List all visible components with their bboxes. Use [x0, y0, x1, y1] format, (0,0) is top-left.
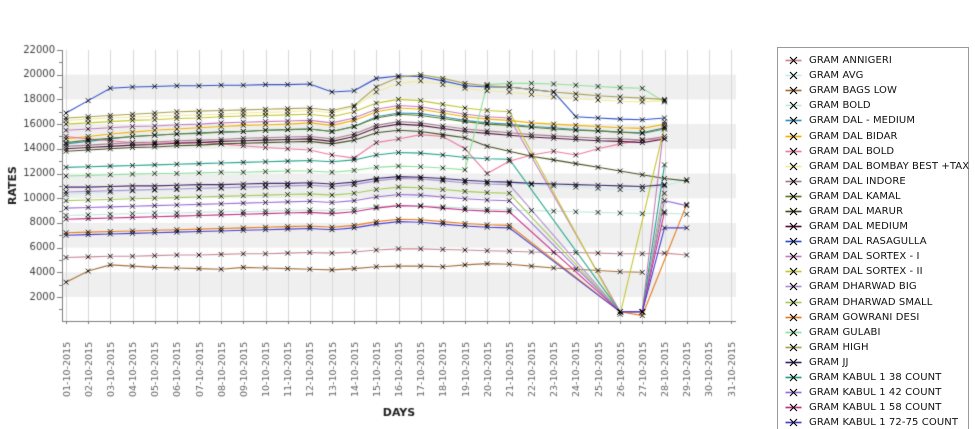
legend-item-label: GRAM KABUL 1 72-75 COUNT: [809, 417, 959, 429]
legend-item-label: GRAM BAGS LOW: [809, 85, 898, 97]
legend-series-x-marker-icon: [785, 222, 802, 231]
legend-item-label: GRAM JJ: [809, 356, 849, 368]
legend-series-x-marker-icon: [785, 117, 802, 125]
legend-item-label: GRAM DAL RASAGULLA: [809, 236, 927, 248]
legend-item: GRAM DAL BIDAR: [778, 128, 968, 143]
legend-item: GRAM DAL SORTEX - II: [778, 264, 968, 279]
legend-series-x-marker-icon: [785, 267, 802, 276]
legend-series-x-marker-icon: [785, 373, 802, 382]
legend-item: GRAM ANNIGERI: [778, 53, 968, 68]
legend-series-x-marker-icon: [785, 313, 802, 322]
legend-item-label: GRAM DAL MEDIUM: [809, 221, 909, 233]
legend-series-x-marker-icon: [785, 132, 802, 140]
legend-item-label: GRAM DAL MARUR: [809, 205, 904, 217]
legend-series-x-marker-icon: [785, 147, 802, 155]
legend-item-label: GRAM DAL BIDAR: [809, 130, 898, 142]
legend-item-label: GRAM DAL KAMAL: [809, 190, 901, 202]
legend-item: GRAM DAL MARUR: [778, 204, 968, 219]
legend-item: GRAM DAL RASAGULLA: [778, 234, 968, 249]
legend-series-x-marker-icon: [785, 328, 802, 337]
legend-item-label: GRAM ANNIGERI: [809, 55, 892, 67]
legend-item: GRAM DHARWAD BIG: [778, 279, 968, 294]
legend-item-label: GRAM KABUL 1 42 COUNT: [809, 387, 942, 399]
legend-series-x-marker-icon: [785, 343, 802, 352]
legend-item-label: GRAM GULABI: [809, 326, 881, 338]
legend-series-x-marker-icon: [785, 101, 802, 110]
legend-item: GRAM BAGS LOW: [778, 83, 968, 98]
legend-item: GRAM JJ: [778, 355, 968, 370]
legend-item: GRAM DAL KAMAL: [778, 189, 968, 204]
legend-series-x-marker-icon: [785, 358, 802, 367]
legend-item-label: GRAM DAL BOMBAY BEST +TAX: [809, 160, 970, 172]
legend-item: GRAM AVG: [778, 68, 968, 83]
legend-item: GRAM BOLD: [778, 98, 968, 113]
legend-item: GRAM DHARWAD SMALL: [778, 295, 968, 310]
legend-item-label: GRAM DAL SORTEX - II: [809, 266, 923, 278]
legend-series-x-marker-icon: [785, 86, 802, 95]
legend-item: GRAM HIGH: [778, 340, 968, 355]
legend-item: GRAM DAL MEDIUM: [778, 219, 968, 234]
legend-series-x-marker-icon: [785, 283, 802, 291]
legend-item-label: GRAM DHARWAD BIG: [809, 281, 917, 293]
legend-item: GRAM KABUL 1 58 COUNT: [778, 400, 968, 415]
legend-item: GRAM KABUL 1 38 COUNT: [778, 370, 968, 385]
legend-item-label: GRAM AVG: [809, 70, 864, 82]
legend-series-x-marker-icon: [785, 388, 802, 397]
legend-item: GRAM DAL BOMBAY BEST +TAX: [778, 159, 970, 174]
legend-item-label: GRAM DHARWAD SMALL: [809, 296, 933, 308]
legend-series-x-marker-icon: [785, 192, 802, 201]
legend-item-label: GRAM BOLD: [809, 100, 871, 112]
legend-series-x-marker-icon: [785, 403, 802, 412]
legend-item-label: GRAM KABUL 1 58 COUNT: [809, 402, 942, 414]
legend-series-x-marker-icon: [785, 418, 802, 427]
legend-series-x-marker-icon: [785, 298, 802, 306]
legend-item-label: GRAM DAL BOLD: [809, 145, 895, 157]
legend-item: GRAM KABUL 1 42 COUNT: [778, 385, 968, 400]
legend-series-x-marker-icon: [785, 56, 802, 65]
legend-item: GRAM DAL BOLD: [778, 144, 968, 159]
legend-item: GRAM DAL - MEDIUM: [778, 113, 968, 128]
legend-item-label: GRAM DAL SORTEX - I: [809, 251, 920, 263]
legend-item: GRAM GULABI: [778, 325, 968, 340]
legend-series-x-marker-icon: [785, 252, 802, 261]
legend-item: GRAM DAL SORTEX - I: [778, 249, 968, 264]
legend-item: GRAM GOWRANI DESI: [778, 310, 968, 325]
legend-item-label: GRAM DAL INDORE: [809, 175, 906, 187]
legend: GRAM ANNIGERI GRAM AVG GRAM BAGS LOW GRAM B…: [777, 47, 969, 429]
legend-series-x-marker-icon: [785, 237, 802, 246]
legend-series-x-marker-icon: [785, 177, 802, 186]
legend-item: GRAM KABUL 1 72-75 COUNT: [778, 415, 968, 429]
legend-series-x-marker-icon: [785, 71, 802, 80]
legend-item-label: GRAM DAL - MEDIUM: [809, 115, 916, 127]
legend-item-label: GRAM HIGH: [809, 341, 869, 353]
legend-item: GRAM DAL INDORE: [778, 174, 968, 189]
legend-item-label: GRAM KABUL 1 38 COUNT: [809, 372, 942, 384]
legend-series-x-marker-icon: [785, 207, 802, 216]
legend-item-label: GRAM GOWRANI DESI: [809, 311, 920, 323]
legend-series-x-marker-icon: [785, 162, 802, 171]
